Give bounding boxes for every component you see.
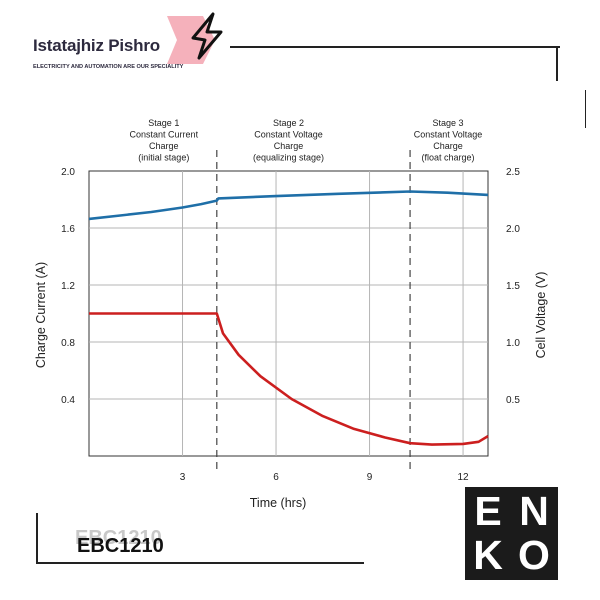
- x-tick-label: 12: [458, 472, 470, 483]
- stage-1-label-line: Stage 1: [148, 118, 179, 128]
- x-tick-label: 9: [367, 472, 373, 483]
- cell-voltage-line: [88, 190, 489, 221]
- y-tick-label-left: 0.4: [61, 395, 75, 406]
- stage-3-label-line: Stage 3: [432, 118, 463, 128]
- brand-tagline: ELECTRICITY AND AUTOMATION ARE OUR SPECI…: [33, 64, 184, 70]
- stage-2-label-line: Charge: [274, 141, 304, 151]
- y-tick-label-right: 2.0: [506, 224, 520, 235]
- stage-2-label-line: (equalizing stage): [253, 153, 324, 163]
- x-tick-label: 3: [180, 472, 186, 483]
- y-tick-label-right: 2.5: [506, 167, 520, 178]
- enko-logo: E N K O: [465, 487, 558, 580]
- enko-letter-n: N: [519, 488, 549, 534]
- x-tick-label: 6: [273, 472, 279, 483]
- enko-letter-o: O: [518, 532, 550, 578]
- y-axis-label-left: Charge Current (A): [34, 262, 48, 368]
- enko-letter-k: K: [473, 532, 503, 578]
- stage-1-label-line: (initial stage): [138, 153, 189, 163]
- footer-rule-vertical: [36, 513, 38, 563]
- stage-3-label-line: (float charge): [421, 153, 474, 163]
- y-axis-label-right: Cell Voltage (V): [534, 272, 548, 359]
- footer-rule: [36, 562, 364, 564]
- y-tick-label-left: 0.8: [61, 338, 75, 349]
- model-label: EBC1210: [77, 535, 164, 557]
- stage-2-label-line: Constant Voltage: [254, 130, 323, 140]
- stage-3-label-line: Constant Voltage: [414, 130, 483, 140]
- y-tick-label-left: 1.6: [61, 224, 75, 235]
- y-tick-label-right: 1.5: [506, 281, 520, 292]
- brand-name: Istatajhiz Pishro: [33, 36, 160, 55]
- charge-current-line: [89, 312, 489, 446]
- stage-2-label-line: Stage 2: [273, 118, 304, 128]
- brand-logo: Istatajhiz Pishro ELECTRICITY AND AUTOMA…: [33, 10, 233, 80]
- model-label-shadow: EBC1210: [75, 527, 162, 549]
- y-tick-label-right: 1.0: [506, 338, 520, 349]
- stage-3-label-line: Charge: [433, 141, 463, 151]
- header-rule-vertical: [556, 46, 558, 81]
- x-axis-label: Time (hrs): [250, 496, 306, 510]
- stage-1-label-line: Constant Current: [130, 130, 199, 140]
- stage-1-label-line: Charge: [149, 141, 179, 151]
- header-rule-vertical-2: [585, 90, 586, 128]
- enko-letter-e: E: [474, 488, 502, 534]
- y-tick-label-left: 2.0: [61, 167, 75, 178]
- brand-mark-icon: [167, 12, 223, 64]
- y-tick-label-right: 0.5: [506, 395, 520, 406]
- y-tick-label-left: 1.2: [61, 281, 75, 292]
- header-rule: [230, 46, 560, 48]
